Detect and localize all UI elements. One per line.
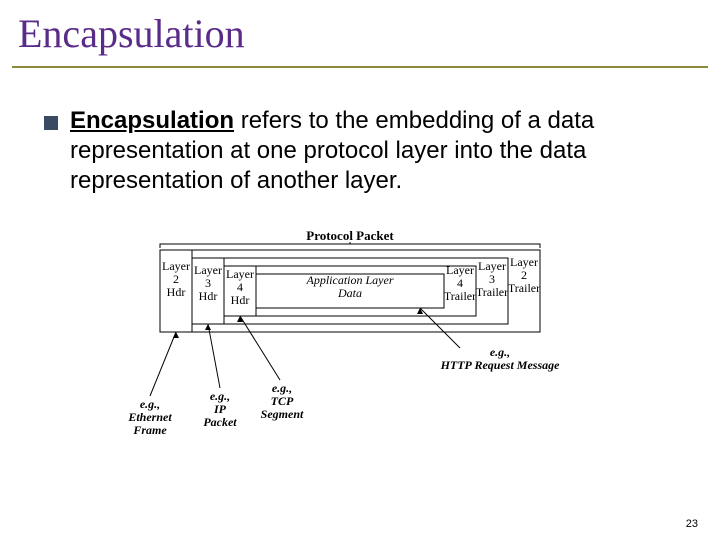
svg-text:e.g.,TCPSegment: e.g.,TCPSegment: [261, 381, 304, 421]
svg-text:Layer2Hdr: Layer2Hdr: [162, 259, 190, 299]
svg-text:e.g.,EthernetFrame: e.g.,EthernetFrame: [127, 397, 172, 437]
svg-text:Application LayerData: Application LayerData: [306, 273, 394, 300]
body-text: Encapsulation refers to the embedding of…: [70, 106, 670, 195]
svg-text:e.g.,HTTP Request Message: e.g.,HTTP Request Message: [440, 345, 561, 372]
svg-text:e.g.,IPPacket: e.g.,IPPacket: [203, 389, 237, 429]
svg-text:Layer3Hdr: Layer3Hdr: [194, 263, 222, 303]
title-rule: [12, 66, 708, 68]
svg-text:Layer3Trailer: Layer3Trailer: [476, 259, 508, 299]
slide: Encapsulation Encapsulation refers to th…: [0, 0, 720, 540]
bullet-icon: [44, 116, 58, 130]
svg-text:Layer2Trailer: Layer2Trailer: [508, 255, 540, 295]
slide-title: Encapsulation: [18, 10, 245, 57]
diagram-svg: Protocol Packet Layer2HdrLayer3HdrLayer4H…: [120, 228, 620, 448]
body-term: Encapsulation: [70, 107, 234, 134]
svg-text:Layer4Trailer: Layer4Trailer: [444, 263, 476, 303]
page-number: 23: [686, 518, 698, 530]
svg-text:Protocol Packet: Protocol Packet: [306, 228, 394, 243]
svg-text:Layer4Hdr: Layer4Hdr: [226, 267, 254, 307]
encapsulation-diagram: Protocol Packet Layer2HdrLayer3HdrLayer4H…: [120, 228, 620, 448]
